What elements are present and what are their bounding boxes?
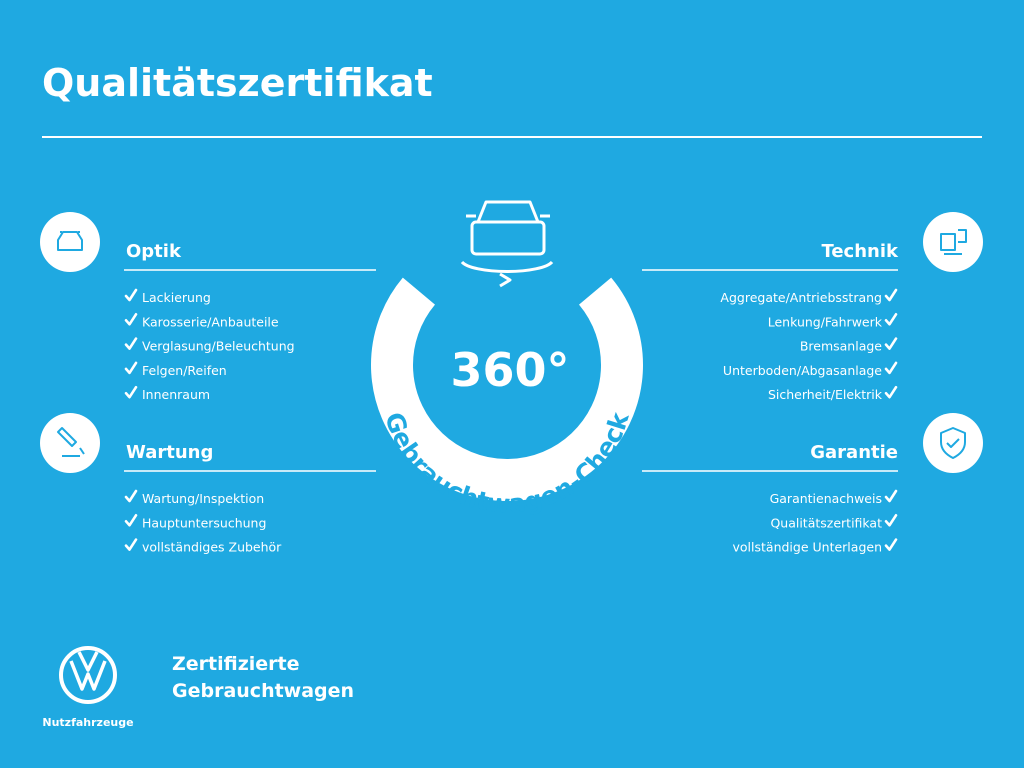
- section-item: Garantienachweis: [770, 491, 882, 506]
- section-item: vollständiges Zubehör: [142, 540, 282, 555]
- check-mark: [124, 361, 138, 375]
- check-mark: [124, 538, 138, 551]
- check-mark: [884, 361, 898, 375]
- check-mark: [124, 385, 138, 399]
- section-item: Innenraum: [142, 387, 210, 402]
- car-icon: [460, 200, 554, 288]
- footer: Nutzfahrzeuge Zertifizierte Gebrauchtwag…: [42, 646, 354, 729]
- check-mark: [884, 489, 898, 503]
- check-mark: [884, 337, 898, 350]
- technik-icon: [923, 212, 983, 272]
- section-item: Karosserie/Anbauteile: [142, 314, 279, 329]
- check-mark: [124, 313, 138, 326]
- optik-icon: [40, 212, 100, 272]
- garantie-icon: [923, 413, 983, 473]
- check-mark: [884, 385, 898, 399]
- tagline-line: Zertifizierte: [172, 653, 300, 675]
- section-item: Unterboden/Abgasanlage: [723, 363, 882, 378]
- check-mark: [124, 337, 138, 350]
- section-title: Wartung: [126, 442, 213, 463]
- section-item: Lenkung/Fahrwerk: [768, 314, 883, 329]
- section-item: vollständige Unterlagen: [733, 540, 882, 555]
- check-mark: [124, 514, 138, 527]
- section-item: Wartung/Inspektion: [142, 491, 264, 506]
- section-title: Optik: [126, 241, 182, 262]
- tagline-line: Gebrauchtwagen: [172, 680, 354, 702]
- section-item: Felgen/Reifen: [142, 363, 227, 378]
- section-item: Lackierung: [142, 290, 211, 305]
- check-mark: [124, 288, 138, 302]
- check-mark: [884, 313, 898, 326]
- brand: Nutzfahrzeuge: [42, 716, 133, 729]
- check-mark: [884, 288, 898, 302]
- section-item: Aggregate/Antriebsstrang: [720, 290, 882, 305]
- section-title: Garantie: [810, 442, 898, 463]
- section-icons: [40, 212, 983, 473]
- section-item: Qualitätszertifikat: [770, 515, 882, 530]
- section-item: Hauptuntersuchung: [142, 515, 266, 530]
- section-title: Technik: [821, 241, 899, 262]
- vw-logo: [59, 646, 117, 704]
- check-mark: [124, 489, 138, 503]
- section-item: Bremsanlage: [800, 339, 882, 354]
- icon-glyphs: [57, 229, 967, 459]
- title: Qualitätszertifikat: [42, 61, 433, 105]
- vw-logo-mark: [69, 651, 107, 691]
- section-item: Sicherheit/Elektrik: [768, 387, 883, 402]
- section-item: Verglasung/Beleuchtung: [142, 339, 295, 354]
- check-mark: [884, 538, 898, 551]
- badge-ring: [371, 277, 643, 501]
- check-mark: [884, 514, 898, 527]
- badge-number: 360°: [450, 343, 569, 397]
